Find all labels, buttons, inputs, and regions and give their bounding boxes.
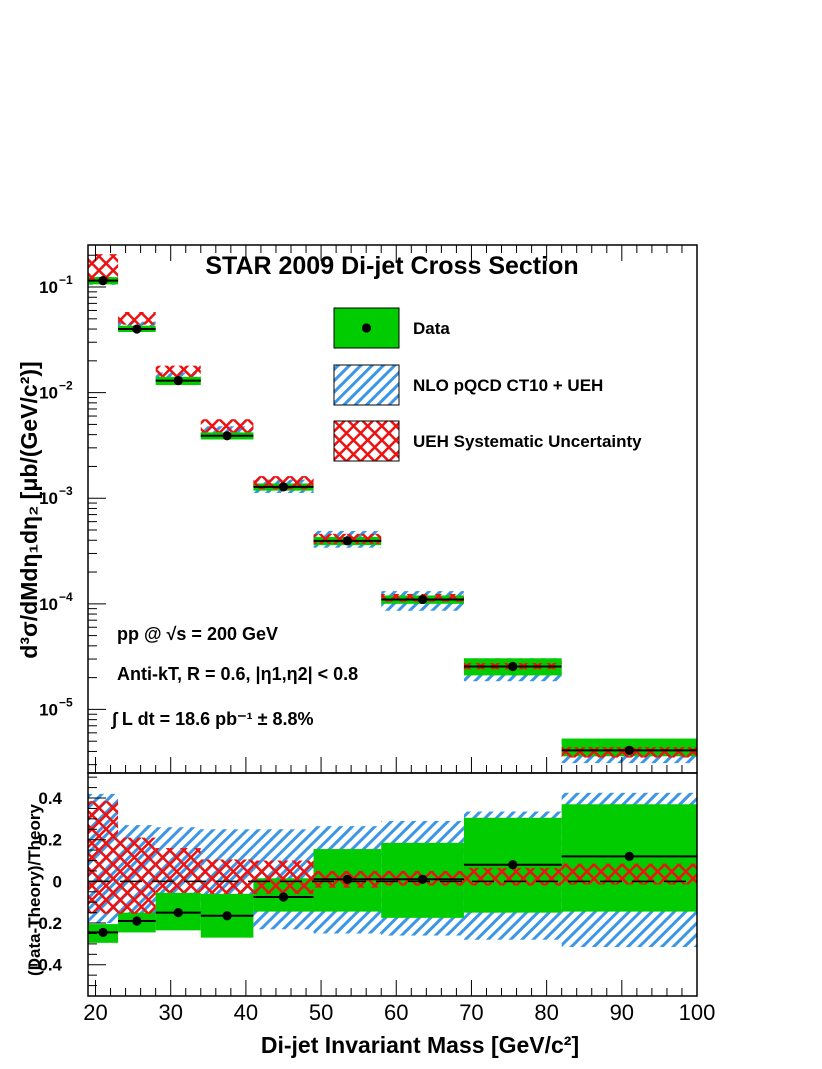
annotation-luminosity: ∫ L dt = 18.6 pb⁻¹ ± 8.8%: [111, 709, 314, 729]
annotation-jets: Anti-kT, R = 0.6, |η1,η2| < 0.8: [117, 664, 358, 684]
data-point: [132, 324, 142, 334]
data-point: [173, 375, 183, 386]
legend-swatch: [333, 420, 400, 462]
x-tick-label: 20: [83, 1000, 107, 1025]
ueh-band: [118, 312, 156, 325]
x-tick-label: 40: [234, 1000, 258, 1025]
ratio-point: [173, 908, 183, 918]
data-point: [417, 594, 428, 605]
ratio-point: [98, 927, 108, 938]
ueh-band: [200, 419, 254, 433]
ratio-ueh-band: [463, 867, 562, 886]
data-point: [98, 276, 108, 286]
ratio-y-tick-label: −0.2: [28, 914, 62, 933]
y-tick-exponent: −3: [59, 484, 73, 498]
y-tick-label: 10: [39, 700, 58, 719]
ratio-y-tick-label: 0: [53, 872, 62, 891]
data-point: [508, 661, 518, 672]
y-tick-exponent: −1: [59, 273, 73, 287]
x-axis-title: Di-jet Invariant Mass [GeV/c²]: [261, 1032, 579, 1058]
ratio-panel-frame: [87, 772, 698, 997]
ueh-band: [88, 254, 119, 280]
legend-label: Data: [413, 319, 450, 338]
ratio-point: [508, 860, 518, 870]
y-tick-exponent: −4: [59, 590, 73, 604]
data-point: [278, 482, 289, 492]
ratio-point: [278, 892, 289, 902]
legend-label: UEH Systematic Uncertainty: [413, 432, 642, 451]
y-tick-label: 10: [39, 278, 58, 297]
ratio-point: [624, 851, 634, 861]
ratio-point: [132, 916, 142, 926]
ratio-y-tick-label: −0.4: [28, 956, 62, 975]
ratio-point: [342, 874, 352, 884]
ratio-ueh-band: [88, 801, 119, 914]
legend-point-marker: [361, 323, 372, 333]
chart-title: STAR 2009 Di-jet Cross Section: [205, 252, 578, 280]
x-tick-label: 50: [309, 1000, 333, 1025]
ratio-point: [222, 911, 232, 921]
x-tick-label: 90: [610, 1000, 634, 1025]
ratio-ueh-band: [253, 860, 314, 894]
ratio-ueh-band: [561, 863, 697, 885]
x-tick-label: 100: [679, 1000, 716, 1025]
data-point: [342, 536, 352, 546]
y-tick-exponent: −2: [59, 379, 73, 393]
x-tick-label: 60: [384, 1000, 408, 1025]
y-tick-label: 10: [39, 595, 58, 614]
legend-swatch: [333, 364, 400, 406]
data-point: [624, 745, 634, 755]
ratio-y-axis-title: (Data-Theory)/Theory: [25, 804, 44, 976]
ratio-y-tick-label: 0.4: [38, 789, 62, 808]
ratio-ueh-band: [200, 859, 254, 894]
ratio-point: [417, 874, 428, 884]
ratio-y-tick-label: 0.2: [38, 831, 62, 850]
ratio-ueh-band: [155, 848, 201, 893]
x-tick-label: 70: [459, 1000, 483, 1025]
y-tick-label: 10: [39, 384, 58, 403]
data-point: [222, 431, 232, 441]
ueh-band: [155, 365, 201, 377]
legend-label: NLO pQCD CT10 + UEH: [413, 376, 603, 395]
ratio-ueh-band: [118, 837, 156, 914]
y-tick-label: 10: [39, 489, 58, 508]
y-tick-exponent: −5: [59, 695, 73, 709]
x-tick-label: 80: [534, 1000, 558, 1025]
y-axis-title: d³σ/dMdη₁dη₂ [μb/(GeV/c²)]: [16, 361, 42, 658]
annotation-collision: pp @ √s = 200 GeV: [117, 624, 278, 644]
x-tick-label: 30: [158, 1000, 182, 1025]
